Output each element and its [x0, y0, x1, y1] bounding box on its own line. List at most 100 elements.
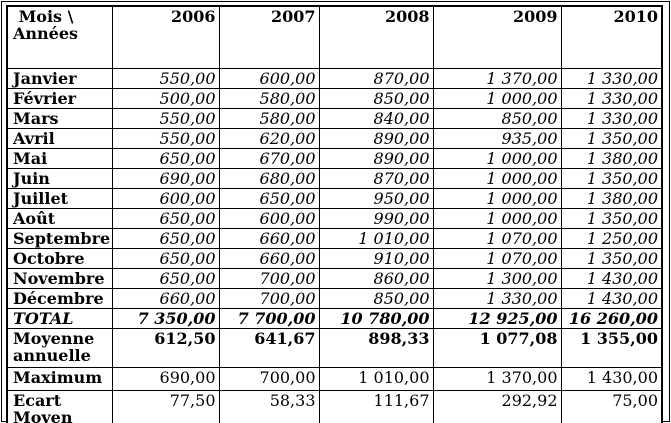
value-cell: 660,00: [218, 247, 320, 269]
column-header-2008: 2008: [318, 5, 434, 69]
value-cell: 600,00: [218, 207, 320, 229]
value-cell: 850,00: [432, 107, 562, 129]
value-cell: 111,67: [318, 389, 434, 423]
value-cell: 58,33: [218, 389, 320, 423]
value-cell: 700,00: [218, 366, 320, 391]
table-row: Décembre 660,00 700,00 850,00 1 330,00 1 430,…: [6, 287, 663, 309]
row-label: Mars: [6, 107, 113, 129]
value-cell: 1 077,08: [432, 327, 562, 368]
value-cell: 910,00: [318, 247, 434, 269]
value-cell: 850,00: [318, 287, 434, 309]
row-label: TOTAL: [6, 307, 113, 329]
value-cell: 1 330,00: [560, 67, 663, 89]
value-cell: 600,00: [111, 187, 220, 209]
table-row: TOTAL 7 350,00 7 700,00 10 780,00 12 925,00 1…: [6, 307, 663, 329]
value-cell: 7 700,00: [218, 307, 320, 329]
value-cell: 850,00: [318, 87, 434, 109]
column-header-2009: 2009: [432, 5, 562, 69]
row-label: Mai: [6, 147, 113, 169]
value-cell: 650,00: [111, 247, 220, 269]
row-label: Août: [6, 207, 113, 229]
value-cell: 550,00: [111, 107, 220, 129]
value-cell: 1 380,00: [560, 187, 663, 209]
value-cell: 1 350,00: [560, 127, 663, 149]
value-cell: 860,00: [318, 267, 434, 289]
row-label: Juillet: [6, 187, 113, 209]
value-cell: 1 250,00: [560, 227, 663, 249]
column-header-2007: 2007: [218, 5, 320, 69]
table-row: Ecart Moyen 77,50 58,33 111,67 292,92 75,00: [6, 389, 663, 423]
value-cell: 700,00: [218, 287, 320, 309]
value-cell: 1 000,00: [432, 147, 562, 169]
row-label: Avril: [6, 127, 113, 149]
table-row: Octobre 650,00 660,00 910,00 1 070,00 1 350,0…: [6, 247, 663, 269]
value-cell: 1 380,00: [560, 147, 663, 169]
value-cell: 1 010,00: [318, 366, 434, 391]
row-label: Ecart Moyen: [6, 389, 113, 423]
value-cell: 1 000,00: [432, 207, 562, 229]
row-label: Maximum: [6, 366, 113, 391]
value-cell: 1 010,00: [318, 227, 434, 249]
value-cell: 10 780,00: [318, 307, 434, 329]
value-cell: 870,00: [318, 167, 434, 189]
row-label: Octobre: [6, 247, 113, 269]
table-body: Janvier 550,00 600,00 870,00 1 370,00 1 330,0…: [6, 67, 663, 423]
column-header-2006: 2006: [111, 5, 220, 69]
value-cell: 500,00: [111, 87, 220, 109]
table-row: Mai 650,00 670,00 890,00 1 000,00 1 380,00: [6, 147, 663, 169]
value-cell: 600,00: [218, 67, 320, 89]
value-cell: 890,00: [318, 127, 434, 149]
value-cell: 550,00: [111, 67, 220, 89]
table-row: Juin 690,00 680,00 870,00 1 000,00 1 350,00: [6, 167, 663, 189]
table-row: Maximum 690,00 700,00 1 010,00 1 370,00 1 430…: [6, 366, 663, 391]
value-cell: 16 260,00: [560, 307, 663, 329]
row-label: Moyenne annuelle: [6, 327, 113, 368]
value-cell: 1 330,00: [560, 107, 663, 129]
value-cell: 870,00: [318, 67, 434, 89]
table-row: Septembre 650,00 660,00 1 010,00 1 070,00 1 2…: [6, 227, 663, 249]
table-row: Janvier 550,00 600,00 870,00 1 370,00 1 330,0…: [6, 67, 663, 89]
value-cell: 660,00: [111, 287, 220, 309]
table-row: Août 650,00 600,00 990,00 1 000,00 1 350,00: [6, 207, 663, 229]
value-cell: 1 330,00: [432, 287, 562, 309]
table-row: Novembre 650,00 700,00 860,00 1 300,00 1 430,…: [6, 267, 663, 289]
value-cell: 650,00: [111, 227, 220, 249]
value-cell: 1 430,00: [560, 366, 663, 391]
value-cell: 1 350,00: [560, 167, 663, 189]
value-cell: 580,00: [218, 107, 320, 129]
value-cell: 700,00: [218, 267, 320, 289]
value-cell: 898,33: [318, 327, 434, 368]
row-label: Décembre: [6, 287, 113, 309]
value-cell: 650,00: [111, 147, 220, 169]
value-cell: 1 000,00: [432, 87, 562, 109]
value-cell: 690,00: [111, 366, 220, 391]
value-cell: 1 370,00: [432, 67, 562, 89]
value-cell: 1 070,00: [432, 247, 562, 269]
value-cell: 690,00: [111, 167, 220, 189]
row-label: Février: [6, 87, 113, 109]
value-cell: 650,00: [111, 267, 220, 289]
value-cell: 1 070,00: [432, 227, 562, 249]
table-row: Moyenne annuelle 612,50 641,67 898,33 1 077,…: [6, 327, 663, 368]
value-cell: 1 330,00: [560, 87, 663, 109]
value-cell: 935,00: [432, 127, 562, 149]
corner-header-mois-annees: Mois \ Années: [6, 5, 113, 69]
value-cell: 1 000,00: [432, 167, 562, 189]
table-row: Février 500,00 580,00 850,00 1 000,00 1 330,0…: [6, 87, 663, 109]
header-row: Mois \ Années 2006 2007 2008 2009 2010: [6, 5, 663, 69]
value-cell: 292,92: [432, 389, 562, 423]
value-cell: 77,50: [111, 389, 220, 423]
value-cell: 1 430,00: [560, 287, 663, 309]
value-cell: 1 355,00: [560, 327, 663, 368]
value-cell: 641,67: [218, 327, 320, 368]
row-label: Juin: [6, 167, 113, 189]
table-row: Avril 550,00 620,00 890,00 935,00 1 350,00: [6, 127, 663, 149]
value-cell: 12 925,00: [432, 307, 562, 329]
value-cell: 580,00: [218, 87, 320, 109]
table-row: Juillet 600,00 650,00 950,00 1 000,00 1 380,0…: [6, 187, 663, 209]
value-cell: 660,00: [218, 227, 320, 249]
value-cell: 1 000,00: [432, 187, 562, 209]
value-cell: 550,00: [111, 127, 220, 149]
value-cell: 650,00: [111, 207, 220, 229]
